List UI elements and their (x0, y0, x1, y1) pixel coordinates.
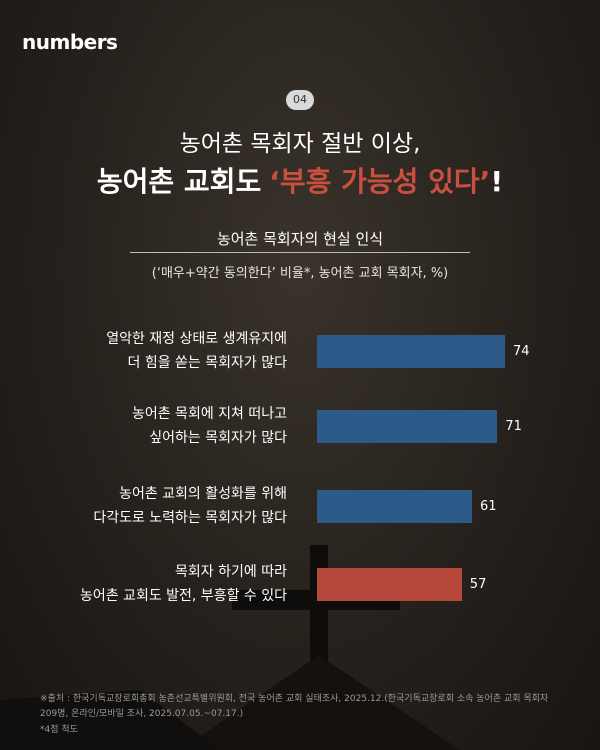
footnote: *4점 척도 (40, 725, 78, 735)
value-label: 71 (505, 419, 522, 434)
bar (317, 490, 472, 523)
bar (317, 335, 505, 368)
logo: numbers (22, 30, 118, 54)
chart-title: 농어촌 목회자의 현실 인식 (216, 230, 384, 248)
bar (317, 568, 462, 601)
category-label: 열악한 재정 상태로 생계유지에 더 힘을 쏟는 목회자가 많다 (106, 331, 287, 371)
value-label: 57 (469, 577, 487, 592)
divider (130, 252, 470, 253)
value-label: 61 (479, 499, 497, 514)
category-label: 목회자 하기에 따라 농어촌 교회도 발전, 부흥할 수 있다 (79, 564, 287, 604)
category-label: 농어촌 교회의 활성화를 위해 다각도로 노력하는 목회자가 많다 (93, 486, 287, 526)
title: 농어촌 목회자 절반 이상, (179, 131, 421, 157)
badge: 04 (286, 90, 314, 110)
headline-suffix: ! (490, 165, 504, 198)
headline-highlight: ‘부흥 가능성 있다’ (269, 165, 491, 198)
source: ※출처 : 한국기독교장로회총회 농촌선교특별위원회, 전국 농어촌 교회 실태… (40, 694, 549, 719)
bar (317, 410, 498, 443)
headline-text: 농어촌 교회도 (96, 165, 262, 198)
category-label: 농어촌 목회에 지쳐 떠나고 싶어하는 목회자가 많다 (131, 406, 287, 446)
chart-subtitle: (‘매우+약간 동의한다’ 비율*, 농어촌 교회 목회자, %) (151, 266, 449, 281)
headline: 농어촌 교회도 ‘부흥 가능성 있다’! (0, 160, 600, 200)
value-label: 74 (513, 344, 530, 359)
